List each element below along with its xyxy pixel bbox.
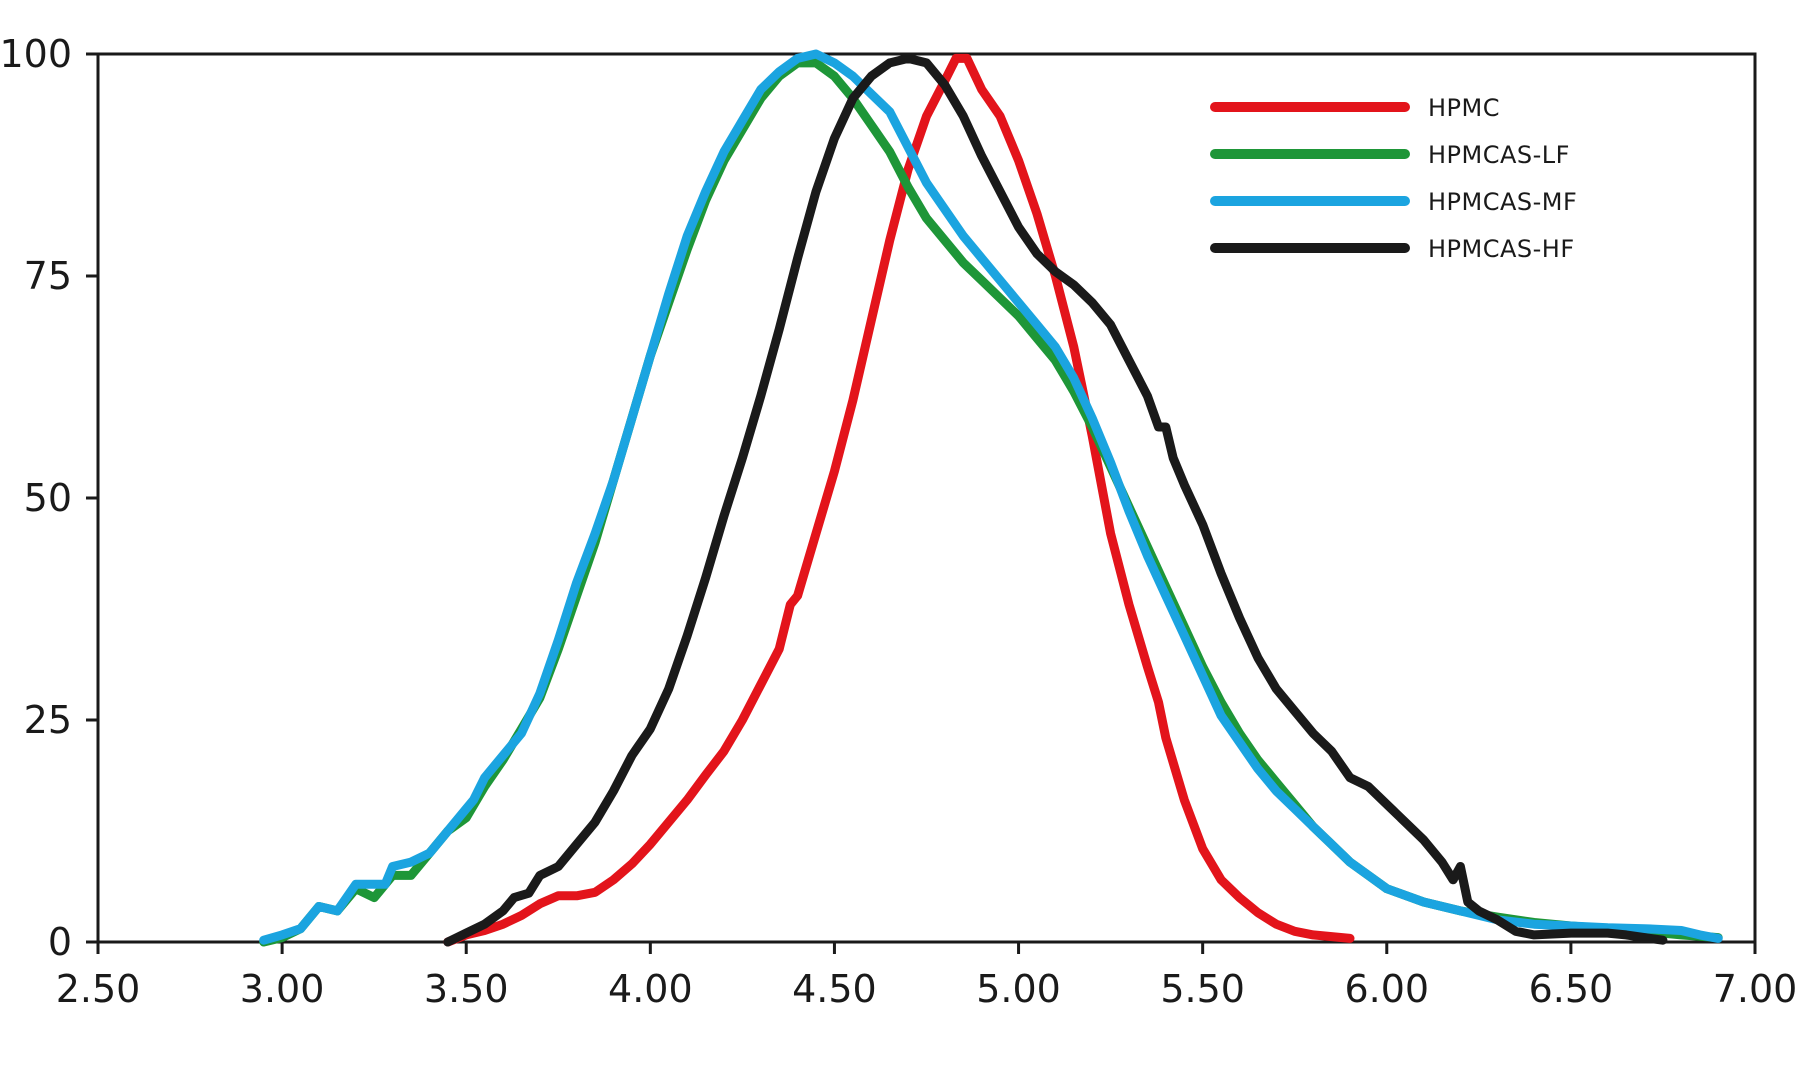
x-tick-label: 4.00 — [608, 967, 693, 1011]
legend-label-hpmcas-hf: HPMCAS-HF — [1428, 235, 1575, 263]
y-tick-label: 25 — [24, 698, 72, 742]
series-lines — [259, 49, 1723, 947]
y-tick-label: 75 — [24, 254, 72, 298]
x-tick-label: 3.50 — [424, 967, 509, 1011]
x-tick-label: 3.00 — [240, 967, 325, 1011]
axes: 2.50 3.00 3.50 4.00 4.50 5.00 5.50 6.00 6.50 7.00… — [0, 32, 1797, 1011]
x-tick-label: 7.00 — [1713, 967, 1798, 1011]
series-line-hpmcas-mf — [259, 49, 1723, 945]
x-tick-label: 6.50 — [1529, 967, 1614, 1011]
y-tick-label: 0 — [48, 920, 72, 964]
y-tick-label: 100 — [0, 32, 72, 76]
x-tick-label: 5.50 — [1160, 967, 1245, 1011]
x-tick-label: 6.00 — [1344, 967, 1429, 1011]
y-tick-label: 50 — [24, 476, 72, 520]
series-line-hpmc — [443, 53, 1355, 947]
series-line-hpmcas-hf — [443, 53, 1668, 947]
x-tick-label: 5.00 — [976, 967, 1061, 1011]
legend: HPMC HPMCAS-LF HPMCAS-MF HPMCAS-HF — [1210, 94, 1577, 263]
x-tick-label: 2.50 — [56, 967, 141, 1011]
legend-label-hpmcas-mf: HPMCAS-MF — [1428, 188, 1577, 216]
legend-label-hpmc: HPMC — [1428, 94, 1500, 122]
x-tick-label: 4.50 — [792, 967, 877, 1011]
legend-label-hpmcas-lf: HPMCAS-LF — [1428, 141, 1570, 169]
